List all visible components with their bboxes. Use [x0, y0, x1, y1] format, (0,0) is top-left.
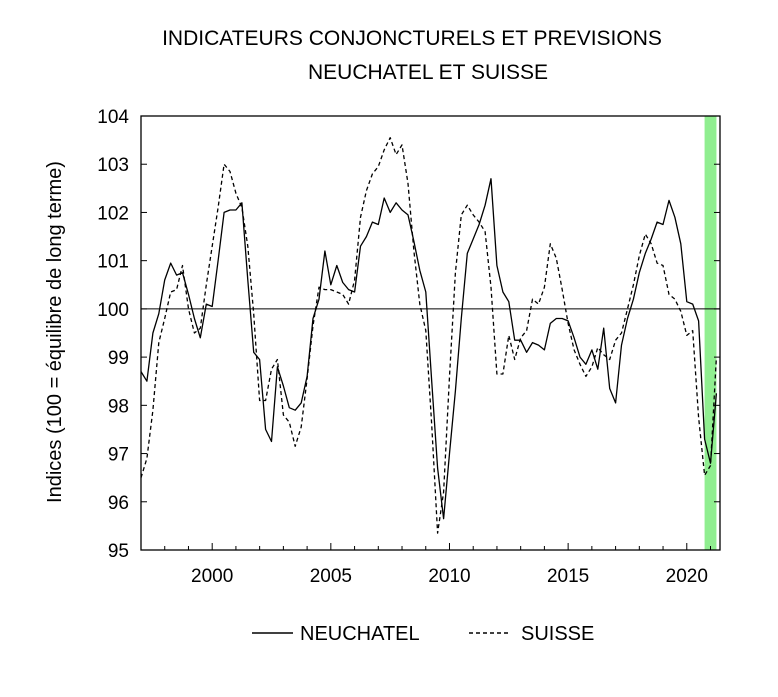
- x-tick-label: 2010: [428, 566, 470, 587]
- x-tick-label: 2000: [191, 566, 233, 587]
- plot-frame: [140, 115, 721, 551]
- x-tick-label: 2020: [666, 566, 708, 587]
- shaded-region: [704, 116, 717, 550]
- chart-title-line-2: NEUCHATEL ET SUISSE: [308, 61, 548, 84]
- y-tick-label: 98: [108, 396, 129, 417]
- y-tick-label: 101: [97, 252, 129, 273]
- y-tick-label: 97: [108, 445, 129, 466]
- tick-marks: [140, 115, 720, 551]
- legend: NEUCHATEL SUISSE: [252, 623, 594, 645]
- y-tick-label: 104: [97, 107, 129, 128]
- y-tick-label: 95: [108, 541, 129, 562]
- y-tick-label: 99: [108, 348, 129, 369]
- legend-label-suisse: SUISSE: [521, 623, 594, 645]
- y-tick-labels: 95 96 97 98 99 100 101 102 103 104: [97, 107, 129, 562]
- chart-title-line-1: INDICATEURS CONJONCTURELS ET PREVISIONS: [162, 27, 662, 50]
- x-tick-labels: 2000 2005 2010 2015 2020: [191, 566, 708, 587]
- series-line-suisse: [140, 137, 718, 534]
- x-tick-label: 2005: [310, 566, 352, 587]
- x-tick-label: 2015: [547, 566, 589, 587]
- y-tick-label: 96: [108, 493, 129, 514]
- plot-area: [140, 115, 721, 551]
- series-layer: [140, 137, 718, 534]
- legend-label-neuchatel: NEUCHATEL: [300, 623, 420, 645]
- y-tick-label: 103: [97, 155, 129, 176]
- y-tick-label: 100: [97, 300, 129, 321]
- series-line-neuchatel: [140, 178, 718, 520]
- y-tick-label: 102: [97, 203, 129, 224]
- y-axis-label: Indices (100 = équilibre de long terme): [44, 161, 66, 503]
